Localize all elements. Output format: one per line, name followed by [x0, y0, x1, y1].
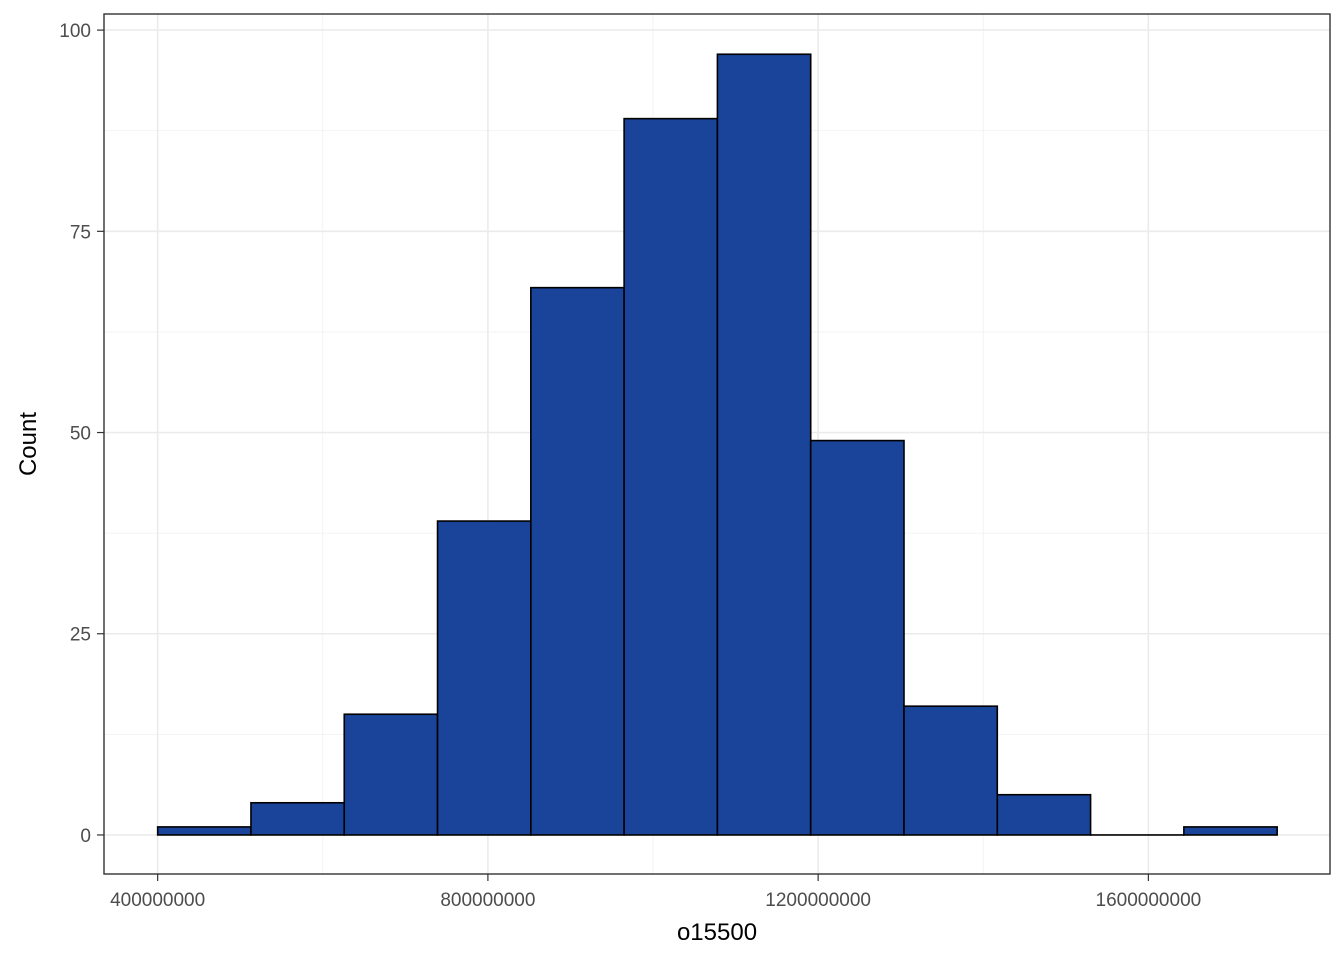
- histogram-bars: [156, 53, 1278, 836]
- y-axis-title: Count: [15, 412, 42, 476]
- x-tick-label-0: 400000000: [110, 890, 205, 911]
- y-tick-label-4: 100: [59, 21, 91, 42]
- axis-ticks: 400000000 800000000 1200000000 1600000000 0 2…: [59, 21, 1201, 911]
- x-tick-label-3: 1600000000: [1096, 890, 1202, 911]
- histogram-bar-8: [903, 705, 999, 836]
- x-tick-label-1: 800000000: [440, 890, 535, 911]
- histogram-bar-2: [343, 713, 439, 836]
- histogram-bar-1: [250, 801, 346, 836]
- histogram-bar-4: [530, 286, 625, 836]
- y-tick-label-1: 25: [70, 625, 91, 646]
- y-tick-label-0: 0: [80, 826, 91, 847]
- panel-border: [103, 13, 1331, 875]
- y-tick-label-3: 75: [70, 222, 91, 243]
- histogram-bar-0: [156, 826, 252, 836]
- histogram-bar-6: [716, 53, 812, 836]
- x-tick-label-2: 1200000000: [765, 890, 871, 911]
- y-tick-label-2: 50: [70, 424, 91, 445]
- histogram-bar-9: [996, 793, 1092, 836]
- x-axis-title: o15500: [677, 919, 757, 946]
- histogram-bar-5: [623, 117, 719, 836]
- histogram-bar-11: [1183, 826, 1278, 836]
- histogram-bar-3: [436, 520, 532, 836]
- histogram-bar-7: [809, 439, 905, 836]
